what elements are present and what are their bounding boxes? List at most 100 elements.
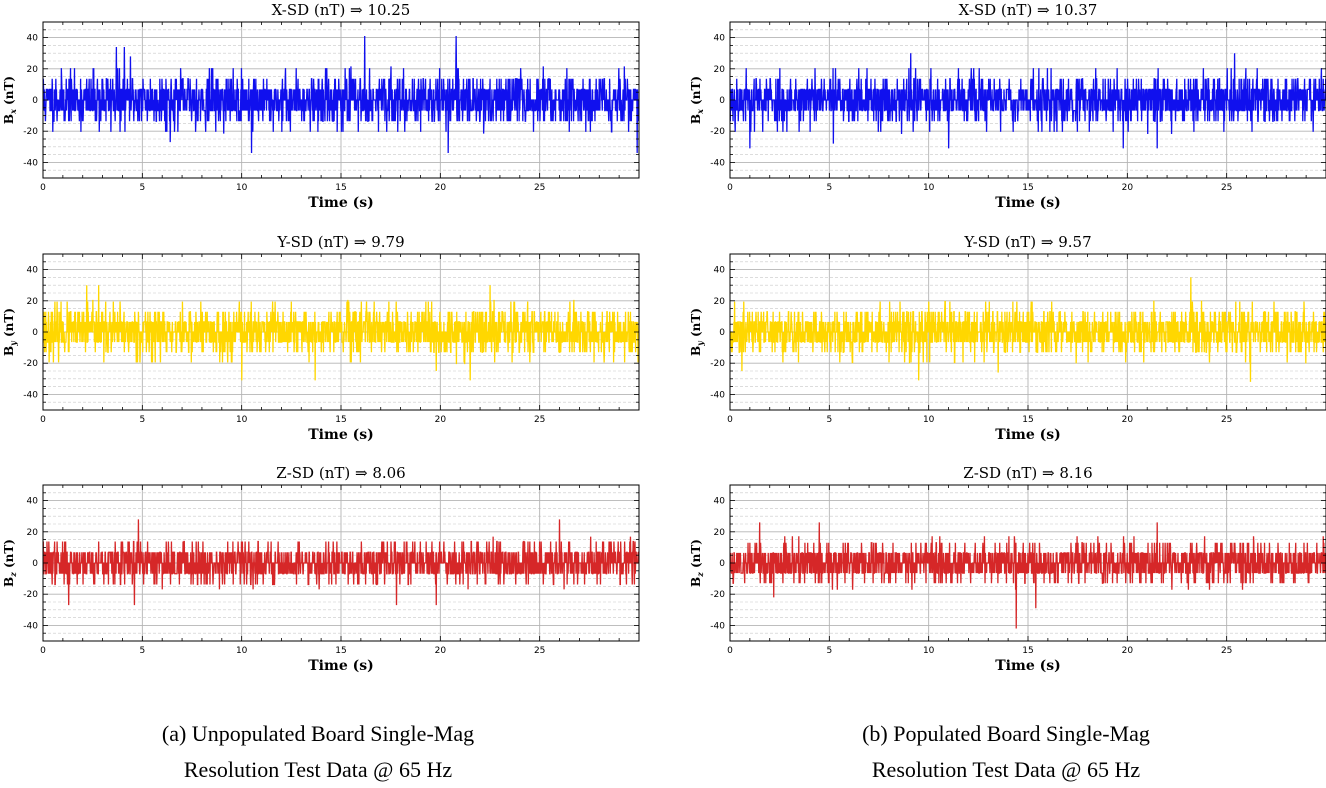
y-axis-label-unit: (nT) bbox=[2, 76, 16, 109]
y-axis-label-symbol: B bbox=[2, 577, 16, 587]
x-tick-label: 10 bbox=[236, 646, 248, 656]
x-tick-label: 5 bbox=[826, 183, 832, 193]
y-axis-label: Bx (nT) bbox=[689, 76, 705, 124]
x-tick-label: 25 bbox=[534, 415, 545, 425]
x-tick-label: 0 bbox=[727, 646, 733, 656]
y-axis-label-unit: (nT) bbox=[689, 539, 703, 572]
x-tick-label: 5 bbox=[826, 415, 832, 425]
x-tick-label: 20 bbox=[435, 415, 447, 425]
y-axis-label-symbol: B bbox=[689, 114, 703, 124]
x-tick-label: 5 bbox=[139, 415, 145, 425]
y-tick-label: -20 bbox=[23, 590, 38, 600]
caption-panel-a: (a) Unpopulated Board Single-Mag Resolut… bbox=[8, 716, 628, 788]
y-tick-label: -40 bbox=[23, 158, 38, 168]
series-line-x bbox=[43, 36, 639, 154]
y-axis-label-symbol: B bbox=[689, 346, 703, 356]
y-tick-label: -20 bbox=[23, 127, 38, 137]
chart-b-y: 0 5 10 15 20 25 -40 -20 0 20 40 Y-SD (nT) ⇒ 9.57 Tim… bbox=[689, 233, 1326, 443]
x-tick-label: 0 bbox=[727, 415, 733, 425]
chart-title: Z-SD (nT) ⇒ 8.06 bbox=[276, 464, 405, 482]
series-line-y bbox=[43, 285, 639, 381]
x-tick-label: 10 bbox=[236, 183, 248, 193]
y-axis-label-subscript: x bbox=[8, 109, 18, 115]
y-tick-label: -40 bbox=[710, 621, 725, 631]
series-line-x bbox=[730, 53, 1326, 149]
y-tick-label: 0 bbox=[32, 328, 38, 338]
figure: 0 5 10 15 20 25 -40 -20 0 20 40 X-SD (nT) ⇒ 10.25 Ti… bbox=[2, 1, 1326, 674]
x-axis-label: Time (s) bbox=[995, 427, 1060, 443]
caption-panel-b: (b) Populated Board Single-Mag Resolutio… bbox=[696, 716, 1316, 788]
x-tick-label: 20 bbox=[1122, 415, 1134, 425]
x-tick-label: 10 bbox=[923, 183, 935, 193]
x-tick-label: 25 bbox=[534, 646, 545, 656]
y-axis-label-unit: (nT) bbox=[689, 308, 703, 341]
x-tick-label: 10 bbox=[923, 646, 935, 656]
y-tick-label: -20 bbox=[710, 127, 725, 137]
chart-title: X-SD (nT) ⇒ 10.37 bbox=[959, 1, 1098, 19]
y-tick-label: -40 bbox=[23, 390, 38, 400]
y-tick-label: -40 bbox=[23, 621, 38, 631]
y-tick-label: -40 bbox=[710, 158, 725, 168]
y-tick-label: 40 bbox=[27, 497, 39, 507]
y-axis-label-subscript: x bbox=[695, 109, 705, 115]
x-axis-label: Time (s) bbox=[308, 195, 373, 211]
series-line-z bbox=[730, 522, 1326, 629]
chart-title: Y-SD (nT) ⇒ 9.57 bbox=[963, 233, 1091, 251]
y-tick-label: -40 bbox=[710, 390, 725, 400]
x-tick-label: 0 bbox=[40, 646, 46, 656]
y-tick-label: 20 bbox=[714, 297, 726, 307]
y-axis-label-unit: (nT) bbox=[2, 539, 16, 572]
x-tick-label: 15 bbox=[1022, 415, 1033, 425]
y-axis-label: By (nT) bbox=[2, 308, 18, 356]
x-tick-label: 10 bbox=[923, 415, 935, 425]
y-tick-label: -20 bbox=[710, 359, 725, 369]
y-axis-label-unit: (nT) bbox=[2, 308, 16, 341]
x-tick-label: 25 bbox=[1221, 183, 1232, 193]
y-axis-label: By (nT) bbox=[689, 308, 705, 356]
chart-title: Z-SD (nT) ⇒ 8.16 bbox=[963, 464, 1092, 482]
x-tick-label: 15 bbox=[335, 646, 346, 656]
chart-title: X-SD (nT) ⇒ 10.25 bbox=[272, 1, 411, 19]
chart-b-z: 0 5 10 15 20 25 -40 -20 0 20 40 Z-SD (nT) ⇒ 8.16 Tim… bbox=[689, 464, 1326, 674]
x-tick-label: 20 bbox=[1122, 183, 1134, 193]
y-tick-label: 0 bbox=[32, 559, 38, 569]
chart-a-x: 0 5 10 15 20 25 -40 -20 0 20 40 X-SD (nT) ⇒ 10.25 Ti… bbox=[2, 1, 640, 211]
x-tick-label: 20 bbox=[435, 183, 447, 193]
series-line-y bbox=[730, 277, 1326, 382]
y-tick-label: 20 bbox=[27, 297, 39, 307]
y-tick-label: 40 bbox=[27, 34, 39, 44]
y-tick-label: 40 bbox=[714, 497, 726, 507]
y-tick-label: 0 bbox=[719, 96, 725, 106]
y-axis-label-subscript: z bbox=[8, 572, 18, 578]
x-tick-label: 10 bbox=[236, 415, 248, 425]
y-tick-label: -20 bbox=[710, 590, 725, 600]
y-axis-label: Bz (nT) bbox=[689, 539, 705, 587]
caption-a-line2: Resolution Test Data @ 65 Hz bbox=[183, 757, 453, 782]
chart-title: Y-SD (nT) ⇒ 9.79 bbox=[276, 233, 404, 251]
x-tick-label: 25 bbox=[1221, 415, 1232, 425]
x-tick-label: 20 bbox=[1122, 646, 1134, 656]
chart-a-y: 0 5 10 15 20 25 -40 -20 0 20 40 Y-SD (nT) ⇒ 9.79 Tim… bbox=[2, 233, 640, 443]
x-tick-label: 0 bbox=[40, 415, 46, 425]
y-tick-label: 20 bbox=[714, 528, 726, 538]
caption-a-line1: (a) Unpopulated Board Single-Mag bbox=[161, 721, 475, 746]
x-tick-label: 0 bbox=[40, 183, 46, 193]
x-tick-label: 5 bbox=[826, 646, 832, 656]
y-tick-label: 20 bbox=[714, 65, 726, 75]
chart-a-z: 0 5 10 15 20 25 -40 -20 0 20 40 Z-SD (nT) ⇒ 8.06 Tim… bbox=[2, 464, 640, 674]
y-tick-label: 40 bbox=[714, 266, 726, 276]
x-tick-label: 5 bbox=[139, 183, 145, 193]
x-axis-label: Time (s) bbox=[995, 658, 1060, 674]
x-tick-label: 20 bbox=[435, 646, 447, 656]
y-axis-label-symbol: B bbox=[2, 114, 16, 124]
y-axis-label-subscript: z bbox=[695, 572, 705, 578]
x-axis-label: Time (s) bbox=[308, 427, 373, 443]
x-axis-label: Time (s) bbox=[995, 195, 1060, 211]
x-tick-label: 25 bbox=[534, 183, 545, 193]
y-tick-label: 40 bbox=[714, 34, 726, 44]
y-tick-label: 20 bbox=[27, 65, 39, 75]
y-tick-label: 0 bbox=[32, 96, 38, 106]
x-tick-label: 15 bbox=[1022, 646, 1033, 656]
y-axis-label-symbol: B bbox=[689, 577, 703, 587]
y-axis-label: Bz (nT) bbox=[2, 539, 18, 587]
